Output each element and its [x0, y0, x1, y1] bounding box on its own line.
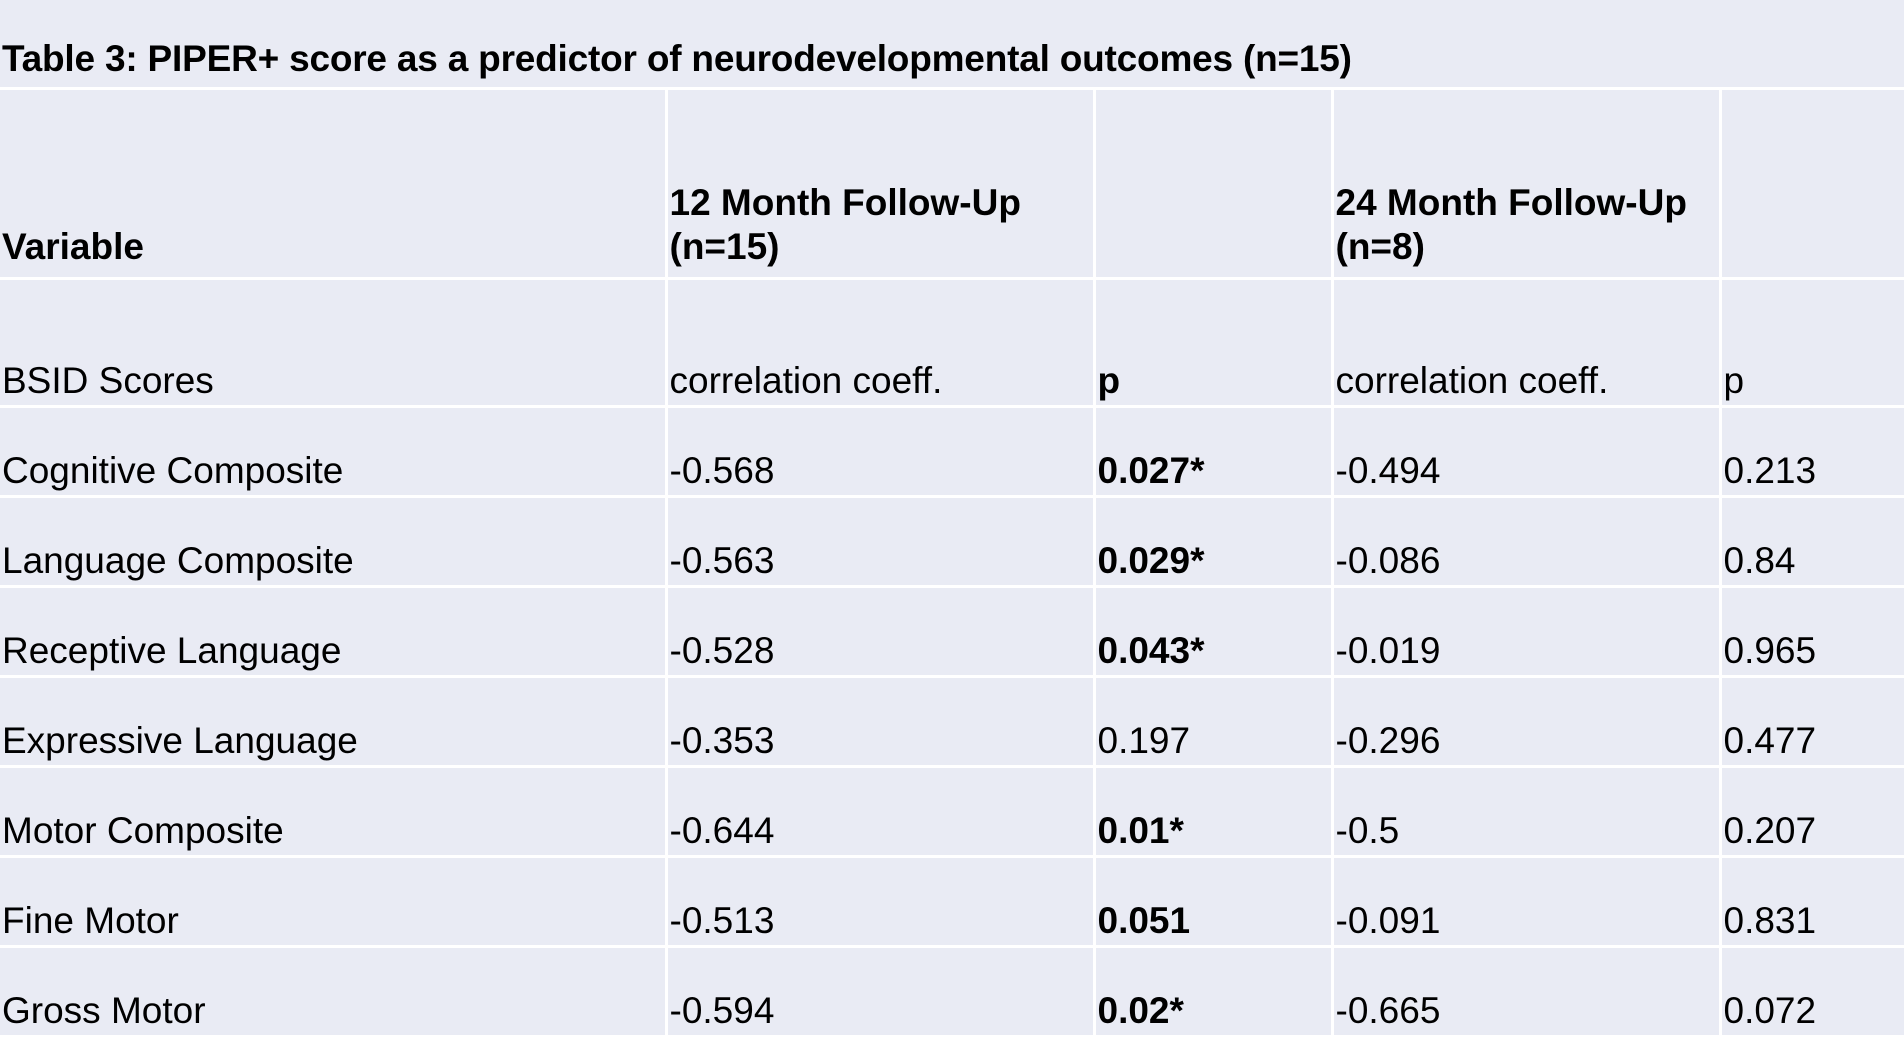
row-p-12: 0.043*	[1094, 586, 1334, 678]
table-row: Receptive Language -0.528 0.043* -0.019 …	[0, 586, 1904, 678]
row-coeff-12: -0.644	[666, 766, 1096, 858]
subheader-bsid-scores: BSID Scores	[0, 278, 668, 408]
table-row: Gross Motor -0.594 0.02* -0.665 0.072	[0, 946, 1904, 1038]
results-table: Variable 12 Month Follow-Up (n=15) 24 Mo…	[0, 90, 1904, 1038]
subheader-row: BSID Scores correlation coeff. p correla…	[0, 278, 1904, 408]
row-p-12: 0.197	[1094, 676, 1334, 768]
row-coeff-12: -0.528	[666, 586, 1096, 678]
row-p-24: 0.84	[1720, 496, 1904, 588]
row-coeff-24: -0.019	[1332, 586, 1722, 678]
row-coeff-24: -0.665	[1332, 946, 1722, 1038]
row-p-12: 0.029*	[1094, 496, 1334, 588]
row-p-12: 0.01*	[1094, 766, 1334, 858]
header-blank-2	[1720, 90, 1904, 280]
header-24-month-line-2: (n=8)	[1335, 225, 1425, 267]
row-coeff-12: -0.563	[666, 496, 1096, 588]
header-12-month-follow-up: 12 Month Follow-Up (n=15)	[666, 90, 1096, 280]
row-coeff-12: -0.594	[666, 946, 1096, 1038]
table-row: Fine Motor -0.513 0.051 -0.091 0.831	[0, 856, 1904, 948]
header-variable: Variable	[0, 90, 668, 280]
row-coeff-24: -0.5	[1332, 766, 1722, 858]
subheader-coeff-12: correlation coeff.	[666, 278, 1096, 408]
table-row: Motor Composite -0.644 0.01* -0.5 0.207	[0, 766, 1904, 858]
table-title: Table 3: PIPER+ score as a predictor of …	[2, 38, 1352, 79]
header-12-month-line-2: (n=15)	[669, 225, 780, 267]
row-p-24: 0.831	[1720, 856, 1904, 948]
row-coeff-24: -0.296	[1332, 676, 1722, 768]
row-p-24: 0.207	[1720, 766, 1904, 858]
row-coeff-24: -0.494	[1332, 406, 1722, 498]
row-variable: Fine Motor	[0, 856, 668, 948]
row-coeff-24: -0.091	[1332, 856, 1722, 948]
header-24-month-follow-up: 24 Month Follow-Up (n=8)	[1332, 90, 1722, 280]
row-p-12: 0.051	[1094, 856, 1334, 948]
row-p-12: 0.02*	[1094, 946, 1334, 1038]
row-p-24: 0.965	[1720, 586, 1904, 678]
table-title-row: Table 3: PIPER+ score as a predictor of …	[0, 0, 1904, 90]
subheader-p-12: p	[1094, 278, 1334, 408]
row-p-24: 0.477	[1720, 676, 1904, 768]
header-12-month-line-1: 12 Month Follow-Up	[669, 182, 1021, 224]
row-coeff-12: -0.568	[666, 406, 1096, 498]
row-variable: Language Composite	[0, 496, 668, 588]
row-coeff-12: -0.353	[666, 676, 1096, 768]
row-coeff-12: -0.513	[666, 856, 1096, 948]
table-row: Expressive Language -0.353 0.197 -0.296 …	[0, 676, 1904, 768]
table-row: Cognitive Composite -0.568 0.027* -0.494…	[0, 406, 1904, 498]
row-variable: Receptive Language	[0, 586, 668, 678]
header-24-month-line-1: 24 Month Follow-Up	[1335, 182, 1687, 224]
row-coeff-24: -0.086	[1332, 496, 1722, 588]
row-variable: Cognitive Composite	[0, 406, 668, 498]
row-variable: Gross Motor	[0, 946, 668, 1038]
results-table-body: Variable 12 Month Follow-Up (n=15) 24 Mo…	[0, 90, 1904, 1038]
subheader-coeff-24: correlation coeff.	[1332, 278, 1722, 408]
table-row: Language Composite -0.563 0.029* -0.086 …	[0, 496, 1904, 588]
row-variable: Expressive Language	[0, 676, 668, 768]
row-p-24: 0.072	[1720, 946, 1904, 1038]
subheader-p-24: p	[1720, 278, 1904, 408]
row-p-24: 0.213	[1720, 406, 1904, 498]
row-variable: Motor Composite	[0, 766, 668, 858]
header-row: Variable 12 Month Follow-Up (n=15) 24 Mo…	[0, 90, 1904, 280]
header-blank-1	[1094, 90, 1334, 280]
row-p-12: 0.027*	[1094, 406, 1334, 498]
